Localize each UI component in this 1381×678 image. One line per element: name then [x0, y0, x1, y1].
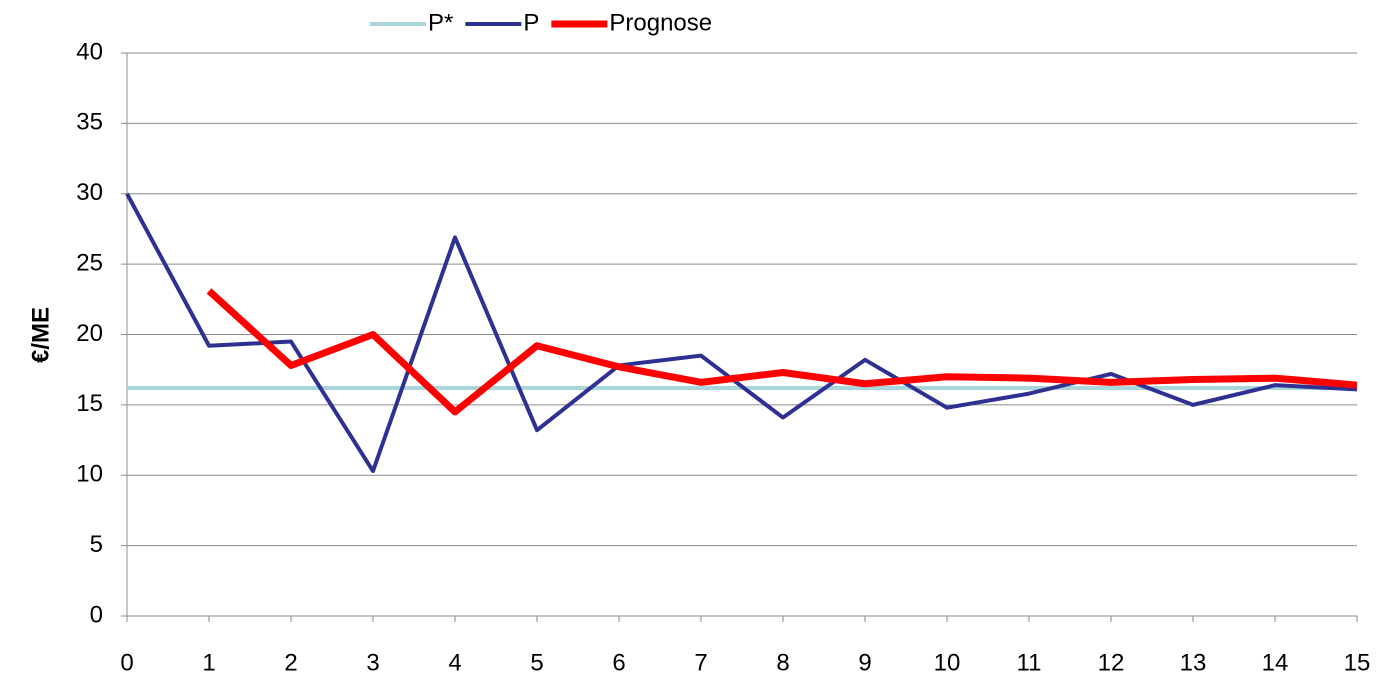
legend-label: Prognose	[609, 9, 712, 36]
x-tick-label: 8	[776, 649, 789, 676]
x-tick-label: 12	[1098, 649, 1125, 676]
y-tick-label: 15	[76, 390, 103, 417]
x-tick-label: 2	[284, 649, 297, 676]
x-tick-label: 6	[612, 649, 625, 676]
x-tick-label: 5	[530, 649, 543, 676]
y-tick-label: 5	[90, 531, 103, 558]
x-tick-label: 11	[1017, 649, 1042, 676]
x-tick-label: 15	[1344, 649, 1371, 676]
x-tick-label: 9	[858, 649, 871, 676]
y-tick-label: 40	[76, 38, 103, 65]
legend-label: P	[523, 9, 539, 36]
x-tick-label: 1	[202, 649, 215, 676]
y-tick-label: 25	[76, 249, 103, 276]
line-series	[206, 288, 1358, 416]
x-tick-label: 0	[120, 649, 133, 676]
x-tick-label: 13	[1180, 649, 1207, 676]
x-tick-label: 7	[694, 649, 707, 676]
y-tick-label: 35	[76, 109, 103, 136]
legend-label: P*	[428, 9, 453, 36]
x-tick-label: 14	[1262, 649, 1289, 676]
x-tick-label: 4	[448, 649, 461, 676]
y-tick-label: 20	[76, 320, 103, 347]
y-tick-label: 0	[90, 601, 103, 628]
y-axis-label: €/ME	[27, 307, 54, 363]
x-tick-label: 3	[366, 649, 379, 676]
line-series	[125, 192, 1358, 474]
y-tick-label: 10	[76, 461, 103, 488]
x-tick-label: 10	[934, 649, 961, 676]
y-tick-label: 30	[76, 179, 103, 206]
